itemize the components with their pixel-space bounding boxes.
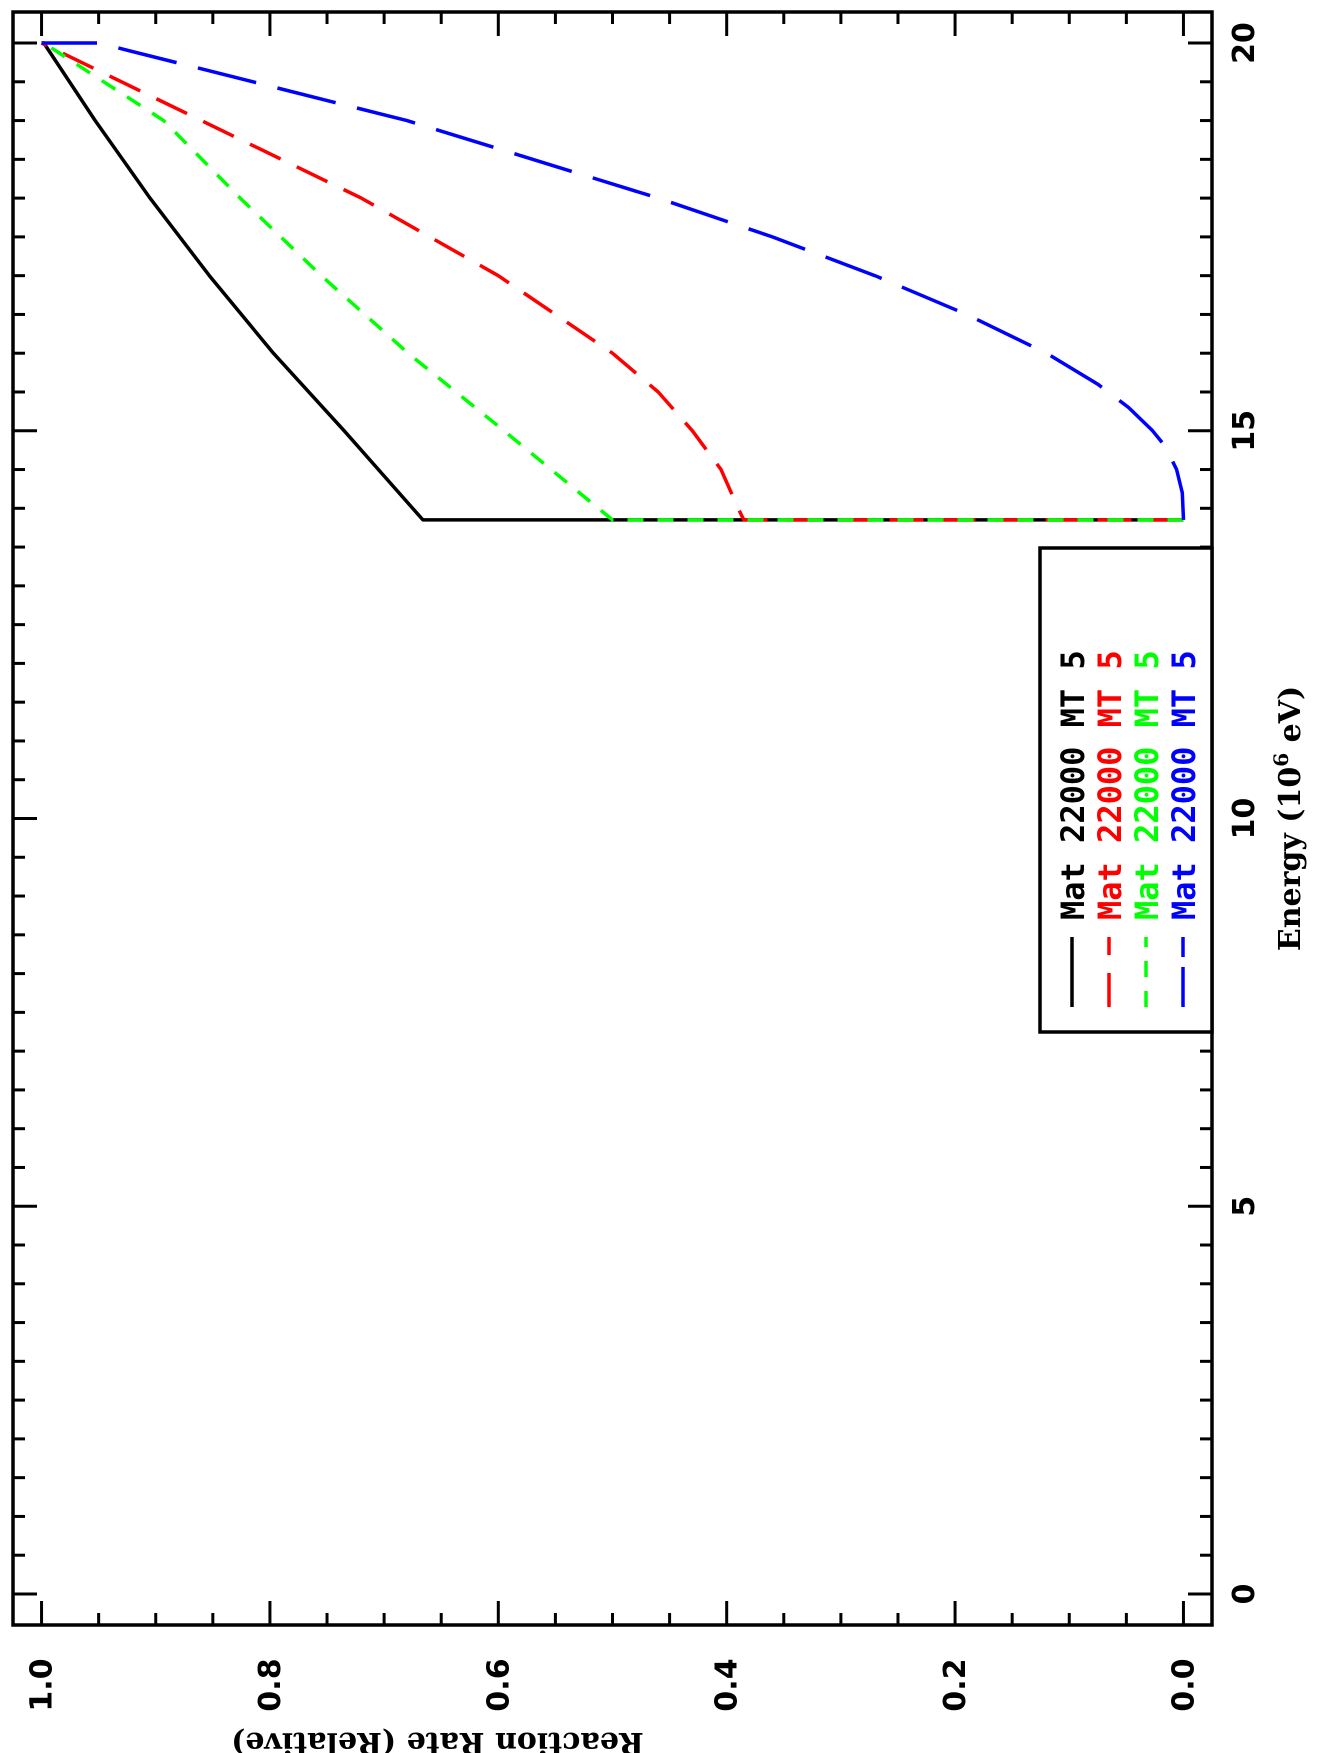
x-tick-label: 15 (1227, 410, 1262, 452)
x-axis-title: Energy (106 eV) (1269, 686, 1308, 951)
legend-label-3: Mat 22000 MT 5 (1128, 650, 1166, 920)
y-tick-label: 0.8 (253, 1658, 288, 1711)
x-tick-label: 20 (1227, 22, 1262, 64)
x-tick-label: 0 (1227, 1584, 1262, 1605)
x-tick-label: 5 (1227, 1196, 1262, 1217)
y-tick-label: 0.0 (1166, 1658, 1201, 1711)
series-layer (40, 41, 1186, 522)
series-line-1 (41, 41, 1184, 522)
legend: Mat 22000 MT 5 Mat 22000 MT 5 Mat 22000 MT… (1038, 546, 1214, 1034)
y-tick-label: 1.0 (25, 1658, 60, 1711)
y-axis-title: Reaction Rate (Relative) (231, 1725, 644, 1753)
legend-label-4: Mat 22000 MT 5 (1165, 650, 1203, 920)
x-tick-label: 10 (1227, 798, 1262, 840)
axes: 0 5 10 15 20 0.0 0.2 0.4 0.6 0.8 1.0 Energy (106 eV… (11, 10, 1308, 1753)
legend-label-1: Mat 22000 MT 5 (1054, 650, 1092, 920)
series-line-2 (40, 41, 1184, 522)
y-tick-label: 0.2 (938, 1658, 973, 1711)
series-line-4 (41, 41, 1186, 520)
legend-label-2: Mat 22000 MT 5 (1091, 650, 1129, 920)
y-tick-label: 0.6 (481, 1658, 516, 1711)
y-tick-label: 0.4 (710, 1658, 745, 1711)
